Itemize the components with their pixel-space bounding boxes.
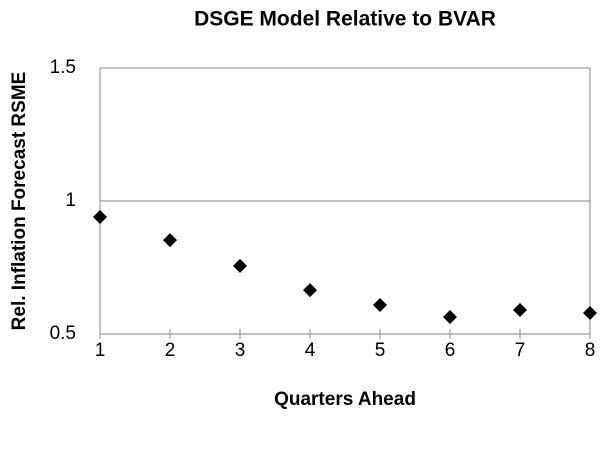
y-axis-label: Rel. Inflation Forecast RSME <box>9 72 30 331</box>
x-axis-label: Quarters Ahead <box>274 389 416 410</box>
x-tick-label: 1 <box>95 340 106 361</box>
y-tick-label: 1.5 <box>50 57 76 78</box>
y-tick-label: 0.5 <box>50 323 76 344</box>
point <box>513 303 527 318</box>
x-tick-label: 7 <box>515 340 526 361</box>
point <box>373 298 387 313</box>
x-tick-label: 2 <box>165 340 176 361</box>
x-tick-label: 8 <box>585 340 596 361</box>
x-tick-label: 6 <box>445 340 456 361</box>
chart-title: DSGE Model Relative to BVAR <box>194 8 496 31</box>
point <box>93 209 107 224</box>
x-tick-label: 3 <box>235 340 246 361</box>
x-tick-label: 4 <box>305 340 316 361</box>
point <box>583 305 597 320</box>
point <box>303 283 317 298</box>
x-tick-label: 5 <box>375 340 386 361</box>
y-tick-label: 1 <box>65 190 76 211</box>
point <box>163 233 177 248</box>
point <box>233 258 247 273</box>
point <box>443 309 457 324</box>
